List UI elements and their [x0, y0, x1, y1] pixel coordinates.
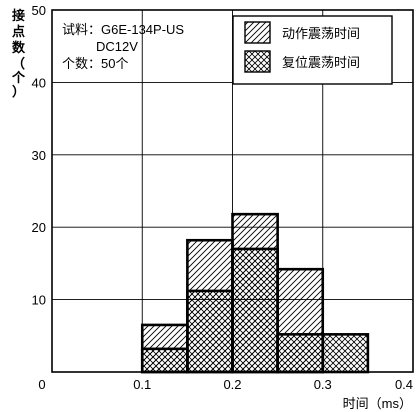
- sample-info-line-1: 试料：G6E-134P-US: [62, 22, 184, 37]
- legend: 动作震荡时间 复位震荡时间: [232, 15, 393, 85]
- bar-reset-bin-1: [186, 289, 234, 374]
- sample-info: 试料：G6E-134P-US DC12V 个数：50个: [62, 22, 184, 71]
- y-axis-label-char-3: 数: [12, 40, 26, 55]
- y-tick-label-1: 20: [32, 220, 46, 235]
- x-tick-label-0: 0: [38, 377, 45, 392]
- y-axis-label: 接 点 数 （ 个 ）: [11, 8, 29, 99]
- x-tick-label-4: 0.4: [395, 377, 413, 392]
- y-tick-label-3: 40: [32, 75, 46, 90]
- y-axis-label-char-4: （: [12, 56, 25, 71]
- sample-info-line-2: DC12V: [96, 39, 138, 54]
- legend-label-action: 动作震荡时间: [282, 26, 360, 41]
- legend-swatch-reset: [244, 50, 271, 73]
- y-axis-label-char-6: ）: [12, 84, 25, 99]
- y-axis-label-char-1: 接: [12, 8, 25, 23]
- bar-reset-bin-2: [231, 247, 279, 374]
- tick-labels: 0 0.1 0.2 0.3 0.4 10 20 30 40 50: [32, 3, 414, 392]
- y-tick-label-4: 50: [32, 3, 46, 18]
- x-tick-label-2: 0.2: [223, 377, 241, 392]
- x-tick-label-3: 0.3: [314, 377, 332, 392]
- legend-label-reset: 复位震荡时间: [282, 55, 360, 70]
- y-tick-label-2: 30: [32, 148, 46, 163]
- x-tick-label-1: 0.1: [133, 377, 151, 392]
- x-axis-label: 时间（ms）: [343, 396, 412, 411]
- y-axis-label-char-2: 点: [12, 24, 25, 39]
- y-tick-label-0: 10: [32, 293, 46, 308]
- bar-reset-bin-3: [276, 333, 325, 374]
- bar-reset-bin-0: [140, 347, 189, 374]
- sample-info-line-3: 个数：50个: [62, 56, 128, 71]
- plot-frame: [51, 9, 414, 373]
- bar-reset-bin-4: [321, 333, 370, 374]
- y-axis-label-char-5: 个: [11, 70, 26, 85]
- bars-group: [140, 212, 370, 374]
- legend-swatch-action: [244, 21, 271, 44]
